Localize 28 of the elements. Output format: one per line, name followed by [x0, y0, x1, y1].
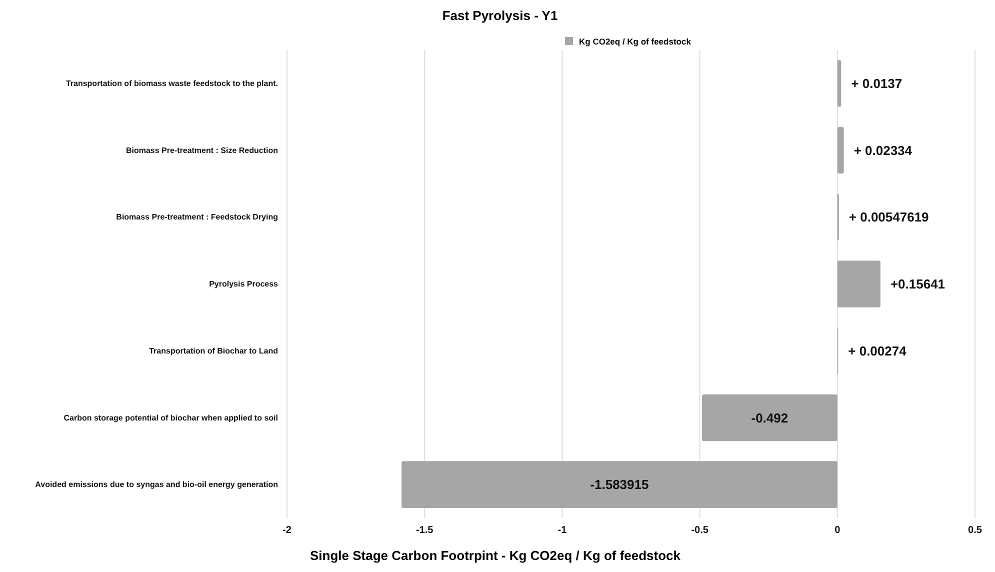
data-label: -1.583915	[590, 477, 649, 492]
y-tick-label: Transportation of Biochar to Land	[149, 346, 278, 356]
data-label: + 0.02334	[854, 142, 913, 158]
bar	[837, 60, 842, 107]
y-tick-label: Carbon storage potential of biochar when applied to soil	[64, 413, 278, 422]
chart-title: Fast Pyrolysis - Y1	[442, 8, 558, 23]
bar	[402, 461, 838, 508]
x-tick-label: 0.5	[968, 525, 982, 536]
data-label: + 0.00274	[848, 343, 908, 358]
y-tick-label: Biomass Pre-treatment : Feedstock Drying	[116, 212, 278, 222]
data-label: +0.15641	[890, 276, 946, 292]
x-axis-title: Single Stage Carbon Footrpint - Kg CO2eq / Kg of feedstock	[310, 548, 682, 563]
data-label: -0.492	[751, 410, 788, 426]
y-tick-label: Avoided emissions due to syngas and bio-oil energy generation	[35, 480, 278, 490]
data-label: + 0.0137	[851, 76, 902, 91]
x-tick-label: -2	[282, 525, 292, 536]
bar	[837, 260, 880, 308]
x-tick-label: -1	[558, 525, 568, 536]
bar	[702, 394, 838, 442]
data-label: + 0.00547619	[848, 210, 929, 225]
y-tick-label: Biomass Pre-treatment : Size Reduction	[126, 146, 278, 155]
y-tick-label: Transportation of biomass waste feedstock to the plant.	[66, 78, 278, 88]
x-tick-label: -1.5	[416, 525, 434, 536]
x-tick-label: 0	[834, 525, 841, 536]
legend-label: Kg CO2eq / Kg of feedstock	[579, 36, 692, 46]
y-tick-label: Pyrolysis Process	[209, 280, 279, 289]
bar	[837, 126, 844, 174]
x-tick-label: -0.5	[691, 525, 709, 536]
